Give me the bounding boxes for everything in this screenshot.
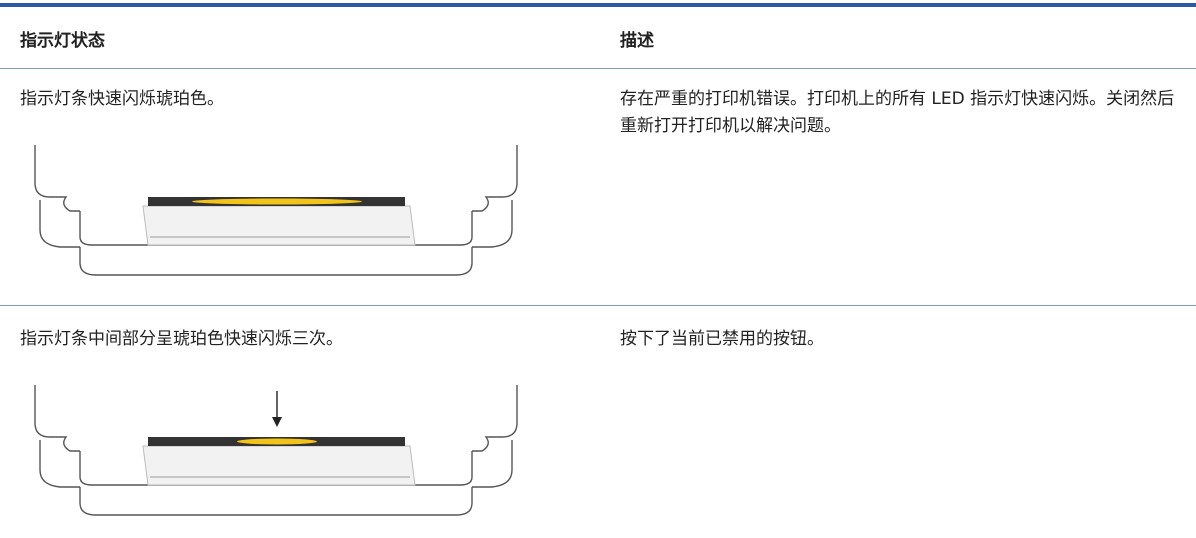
state-cell: 指示灯条快速闪烁琥珀色。: [20, 89, 224, 109]
table-top-border: [0, 3, 1196, 7]
description-cell: 存在严重的打印机错误。打印机上的所有 LED 指示灯快速闪烁。关闭然后重新打开打…: [620, 89, 1175, 136]
printer-outline: [34, 385, 518, 516]
printer-illustration: [34, 145, 518, 276]
header-cell: 指示灯状态: [20, 31, 105, 51]
printer-illustration: [34, 385, 518, 516]
header-border: [0, 68, 1196, 69]
state-cell: 指示灯条中间部分呈琥珀色快速闪烁三次。: [20, 329, 343, 349]
description-cell: 按下了当前已禁用的按钮。: [620, 329, 824, 349]
printer-outline: [34, 145, 518, 276]
row-border: [0, 305, 1196, 306]
header-cell: 描述: [620, 31, 654, 51]
